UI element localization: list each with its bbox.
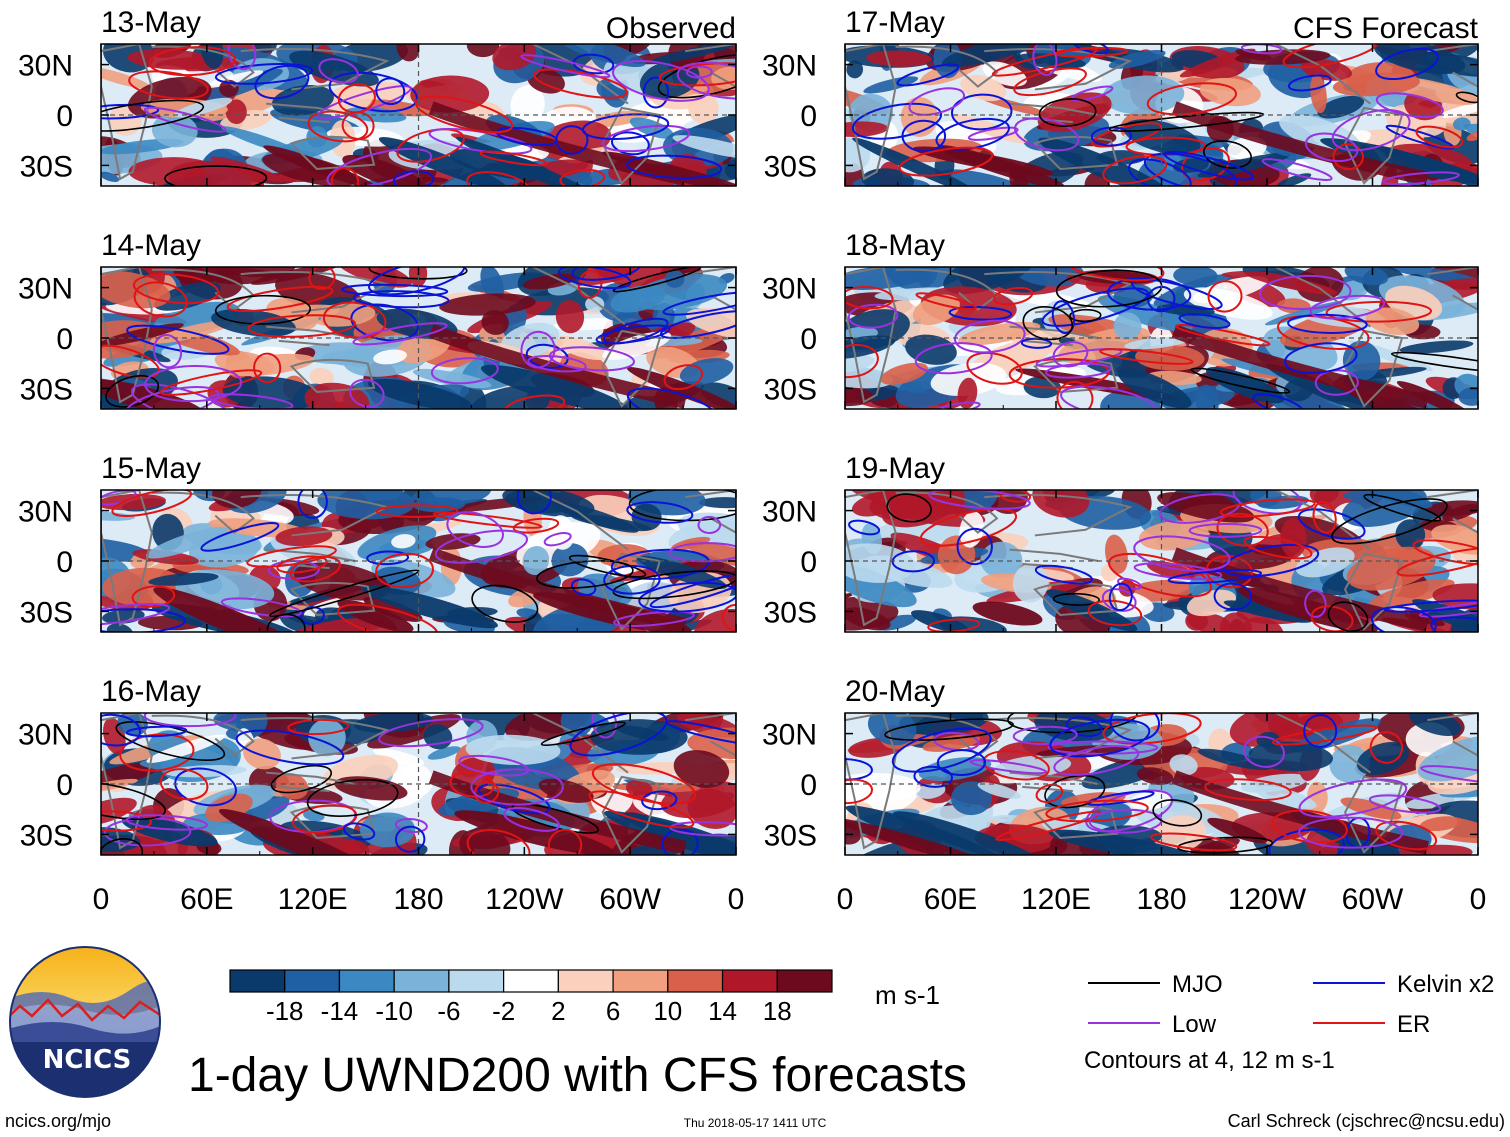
panel-date-label: 13-May xyxy=(101,6,201,39)
lon-label: 180 xyxy=(1136,883,1186,916)
lat-label: 30N xyxy=(762,273,817,306)
lat-label: 0 xyxy=(56,100,73,133)
lat-label: 30S xyxy=(20,596,73,629)
colorbar-swatch xyxy=(393,969,450,993)
map-panel-right-1: 30N 0 30S 17-May xyxy=(762,6,1479,187)
map-panel-left-4: 30N 0 30S 16-May xyxy=(18,675,737,856)
lat-label: 30N xyxy=(18,496,73,529)
lat-label: 0 xyxy=(800,323,817,356)
lat-label: 30S xyxy=(764,373,817,406)
colorbar-tick-label: -2 xyxy=(492,996,515,1026)
panel-date-label: 17-May xyxy=(845,6,945,39)
map-panel-left-2: 30N 0 30S 14-May xyxy=(18,229,737,410)
lon-label: 0 xyxy=(93,883,110,916)
legend-label: Low xyxy=(1172,1011,1217,1038)
lat-label: 30S xyxy=(20,150,73,183)
lat-label: 0 xyxy=(56,323,73,356)
lat-label: 30S xyxy=(764,819,817,852)
colorbar-tick-label: -14 xyxy=(321,996,359,1026)
colorbar-swatch xyxy=(612,969,669,993)
colorbar-swatch xyxy=(338,969,395,993)
legend-label: ER xyxy=(1397,1011,1430,1038)
colorbar-tick-label: 6 xyxy=(606,996,620,1026)
lon-label: 120E xyxy=(1021,883,1091,916)
map-panel-left-3: 30N 0 30S 15-May xyxy=(18,452,737,633)
map-panel-left-1: 30N 0 30S 13-May xyxy=(18,6,737,187)
colorbar-tick-label: 2 xyxy=(551,996,565,1026)
lat-label: 0 xyxy=(800,546,817,579)
panel-date-label: 18-May xyxy=(845,229,945,262)
footer-author: Carl Schreck (cjschrec@ncsu.edu) xyxy=(1228,1111,1505,1131)
map-panels: 30N030S13-May30N030S14-May30N030S15-May3… xyxy=(18,6,1487,916)
lon-label: 60E xyxy=(180,883,233,916)
colorbar-tick-label: -10 xyxy=(375,996,413,1026)
panel-date-label: 14-May xyxy=(101,229,201,262)
lon-label: 180 xyxy=(393,883,443,916)
colorbar-swatch xyxy=(503,969,559,993)
colorbar-swatch xyxy=(448,969,505,993)
colorbar-unit: m s-1 xyxy=(875,980,940,1010)
colorbar-swatch xyxy=(667,969,724,993)
colorbar-tick-label: 14 xyxy=(708,996,737,1026)
map-panel-right-2: 30N 0 30S 18-May xyxy=(762,229,1479,410)
figure-title: 1-day UWND200 with CFS forecasts xyxy=(188,1049,967,1102)
colorbar-swatch xyxy=(284,969,341,993)
lat-label: 30S xyxy=(764,150,817,183)
panel-date-label: 15-May xyxy=(101,452,201,485)
colorbar-tick-label: 18 xyxy=(763,996,792,1026)
lat-label: 30N xyxy=(762,719,817,752)
legend-label: Kelvin x2 xyxy=(1397,971,1494,998)
footer-timestamp: Thu 2018-05-17 1411 UTC xyxy=(684,1116,827,1130)
lon-label: 60W xyxy=(599,883,661,916)
colorbar-swatch xyxy=(557,969,614,993)
colorbar: -18 -14 -10 -6 -2 2 6 10 14 18 xyxy=(229,969,833,1026)
lat-label: 30N xyxy=(18,273,73,306)
ncics-logo: NCICS xyxy=(9,946,161,1098)
lon-label: 0 xyxy=(837,883,854,916)
lon-label: 0 xyxy=(728,883,745,916)
colorbar-swatch xyxy=(229,969,286,993)
colorbar-swatch xyxy=(776,969,833,993)
lon-label: 120W xyxy=(1228,883,1307,916)
panel-date-label: 19-May xyxy=(845,452,945,485)
lat-label: 30N xyxy=(762,496,817,529)
colorbar-tick-label: 10 xyxy=(653,996,682,1026)
lat-label: 30S xyxy=(20,373,73,406)
lat-label: 30N xyxy=(762,50,817,83)
lat-label: 30S xyxy=(20,819,73,852)
lat-label: 30N xyxy=(18,719,73,752)
colorbar-tick-label: -6 xyxy=(437,996,460,1026)
logo-text: NCICS xyxy=(43,1045,132,1075)
contour-legend: MJO Kelvin x2 Low ER xyxy=(1088,971,1494,1038)
lon-label: 0 xyxy=(1470,883,1487,916)
cfs-forecast-label: CFS Forecast xyxy=(1293,12,1479,45)
lat-label: 30S xyxy=(764,596,817,629)
lat-label: 0 xyxy=(800,769,817,802)
lon-label: 120W xyxy=(485,883,564,916)
lon-label: 60W xyxy=(1342,883,1404,916)
lon-label: 120E xyxy=(278,883,348,916)
footer-url: ncics.org/mjo xyxy=(5,1111,111,1131)
lat-label: 0 xyxy=(56,546,73,579)
map-panel-right-3: 30N 0 30S 19-May xyxy=(762,452,1479,633)
lat-label: 0 xyxy=(800,100,817,133)
map-panel-right-4: 30N 0 30S 20-May xyxy=(762,675,1479,856)
legend-label: MJO xyxy=(1172,971,1223,998)
panel-date-label: 16-May xyxy=(101,675,201,708)
colorbar-tick-label: -18 xyxy=(266,996,304,1026)
panel-date-label: 20-May xyxy=(845,675,945,708)
colorbar-swatch xyxy=(721,969,778,993)
legend-note: Contours at 4, 12 m s-1 xyxy=(1084,1047,1335,1074)
lat-label: 30N xyxy=(18,50,73,83)
lon-label: 60E xyxy=(924,883,977,916)
lat-label: 0 xyxy=(56,769,73,802)
observed-label: Observed xyxy=(606,12,736,45)
